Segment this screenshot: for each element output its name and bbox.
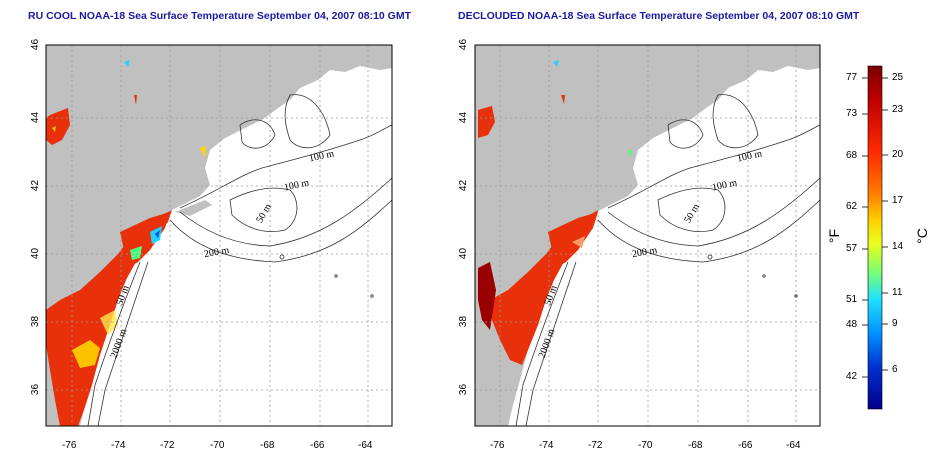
cb-f-48: 48 <box>846 319 858 330</box>
left-lat-44: 44 <box>30 111 42 124</box>
right-lon-72: -72 <box>588 440 603 451</box>
right-lat-40: 40 <box>458 247 470 260</box>
cb-f-51: 51 <box>846 294 858 305</box>
left-lon-68: -68 <box>260 440 275 451</box>
left-lon-66: -66 <box>310 440 325 451</box>
colorbar <box>867 65 883 410</box>
cb-f-57: 57 <box>846 243 858 254</box>
cb-c-23: 23 <box>892 104 904 115</box>
left-lat-36: 36 <box>30 383 42 396</box>
cb-c-17: 17 <box>892 195 904 206</box>
colorbar-unit-fahrenheit: °F <box>826 228 843 244</box>
colorbar-unit-celsius: °C <box>913 228 930 244</box>
left-lat-42: 42 <box>30 179 42 192</box>
left-lon-70: -70 <box>210 440 225 451</box>
cb-c-9: 9 <box>892 318 898 329</box>
right-lat-46: 46 <box>458 38 470 51</box>
right-land <box>475 45 820 426</box>
right-lon-64: -64 <box>786 440 801 451</box>
left-lat-40: 40 <box>30 247 42 260</box>
right-map <box>475 45 820 426</box>
right-lon-68: -68 <box>688 440 703 451</box>
left-map-frame <box>45 44 393 427</box>
left-lat-46: 46 <box>30 38 42 51</box>
right-map-title: DECLOUDED NOAA-18 Sea Surface Temperatur… <box>458 10 860 22</box>
cb-f-68: 68 <box>846 150 858 161</box>
right-lon-76: -76 <box>490 440 505 451</box>
right-lat-36: 36 <box>458 383 470 396</box>
cb-c-6: 6 <box>892 364 898 375</box>
right-map-frame <box>474 44 821 427</box>
cb-f-73: 73 <box>846 108 858 119</box>
left-lon-72: -72 <box>160 440 175 451</box>
left-sst-gulf <box>46 108 70 145</box>
left-map-title: RU COOL NOAA-18 Sea Surface Temperature … <box>28 10 412 22</box>
right-lon-74: -74 <box>539 440 554 451</box>
cb-c-14: 14 <box>892 241 904 252</box>
cb-f-42: 42 <box>846 371 858 382</box>
left-lon-64: -64 <box>358 440 373 451</box>
left-land <box>46 45 392 426</box>
left-lon-76: -76 <box>62 440 77 451</box>
right-lon-70: -70 <box>638 440 653 451</box>
left-lat-38: 38 <box>30 315 42 328</box>
left-map <box>46 45 392 426</box>
right-lat-42: 42 <box>458 179 470 192</box>
cb-f-62: 62 <box>846 201 858 212</box>
right-sst-chesapeake <box>478 262 496 330</box>
cb-f-77: 77 <box>846 72 858 83</box>
left-lon-74: -74 <box>111 440 126 451</box>
cb-c-25: 25 <box>892 72 904 83</box>
right-lat-44: 44 <box>458 111 470 124</box>
cb-c-20: 20 <box>892 149 904 160</box>
right-lon-66: -66 <box>738 440 753 451</box>
right-lat-38: 38 <box>458 315 470 328</box>
cb-c-11: 11 <box>892 287 903 298</box>
